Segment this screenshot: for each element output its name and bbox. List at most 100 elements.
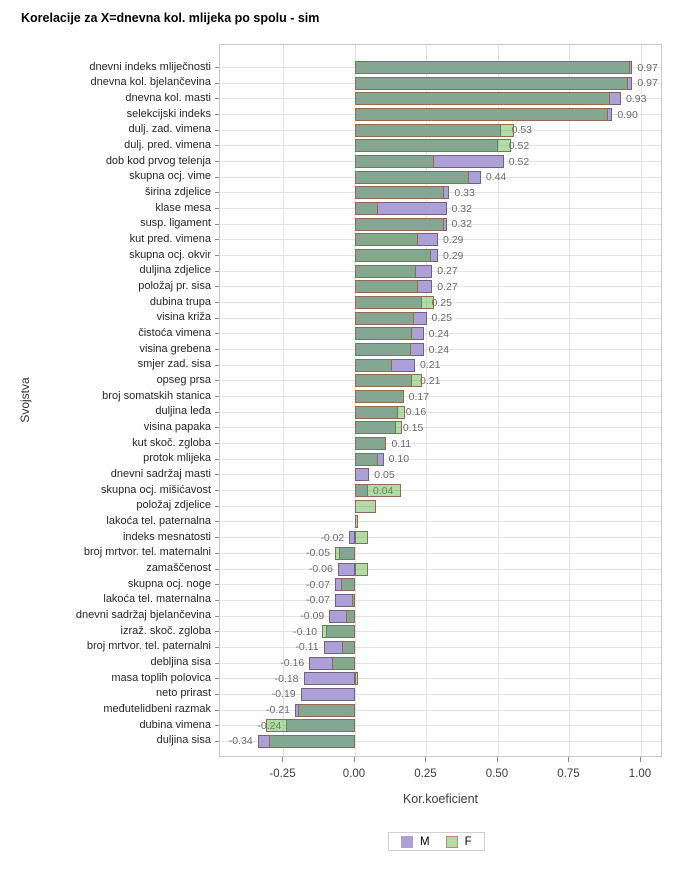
y-tick [215, 552, 219, 554]
value-label: 0.29 [442, 233, 464, 246]
bar-f [355, 296, 434, 310]
h-gridline [220, 317, 661, 319]
x-tick [639, 757, 641, 762]
f-bars-layer [220, 45, 661, 756]
bar-f [355, 358, 393, 372]
bar-m [303, 672, 355, 686]
v-gridline [283, 45, 284, 756]
bar-f [297, 703, 355, 717]
y-tick [215, 411, 219, 413]
value-label: 0.21 [420, 359, 441, 372]
category-label: duljina leđa [155, 405, 211, 418]
h-gridline [220, 239, 661, 241]
category-label: lakoća tel. maternalna [103, 593, 211, 606]
value-label: 0.16 [405, 406, 427, 419]
h-gridline [220, 411, 661, 413]
bar-f [352, 593, 355, 607]
y-tick [215, 631, 219, 633]
bar-f [355, 264, 417, 278]
category-label: broj somatskih stanica [102, 389, 211, 402]
category-label: klase mesa [155, 201, 211, 214]
h-gridline [220, 302, 661, 304]
legend-swatch-f [445, 835, 458, 848]
x-axis: -0.25 0.00 0.25 0.50 0.75 1.00 [219, 757, 662, 789]
y-tick [215, 176, 219, 178]
bar-f [355, 170, 470, 184]
y-tick [215, 443, 219, 445]
value-label: 0.32 [451, 202, 472, 215]
y-tick [215, 458, 219, 460]
category-label: dulj. zad. vimena [128, 123, 211, 136]
category-label: indeks mesnatosti [122, 530, 211, 543]
bar-f [355, 139, 511, 153]
value-label: 0.44 [485, 171, 507, 184]
bar-f [355, 390, 404, 404]
value-label: 0.11 [391, 437, 412, 450]
value-label: -0.34 [228, 735, 253, 748]
x-axis-title: Kor.koeficient [402, 792, 479, 806]
h-gridline [220, 537, 661, 539]
y-tick [215, 693, 219, 695]
value-label: -0.24 [257, 719, 282, 732]
y-tick [215, 286, 219, 288]
category-label: širina zdjelice [144, 185, 211, 198]
h-gridline [220, 286, 661, 288]
x-tick [282, 757, 283, 762]
x-tick-label: 0.25 [414, 768, 437, 780]
bar-f [355, 123, 514, 137]
y-tick [215, 396, 219, 398]
v-gridline [497, 45, 499, 756]
h-gridline [220, 364, 661, 366]
category-label: skupna ocj. mišićavost [100, 483, 211, 496]
category-label: neto prirast [155, 687, 211, 700]
category-label: lakoća tel. paternalna [106, 514, 211, 527]
h-gridline [220, 599, 661, 601]
bar-f [355, 499, 377, 513]
h-gridline [220, 584, 661, 586]
value-label: 0.25 [431, 296, 452, 309]
value-label: -0.07 [306, 594, 330, 607]
value-label: 0.90 [617, 108, 638, 121]
x-tick [496, 757, 498, 762]
y-tick [215, 490, 219, 492]
legend-label-m: M [420, 835, 430, 848]
bar-f [355, 672, 358, 686]
value-label: 0.25 [431, 312, 452, 325]
y-tick [215, 255, 219, 257]
plot-area: 0.97 0.97 0.93 0.90 0.53 0.52 0.52 0.44 0.33 0.32… [215, 44, 662, 757]
category-label: masa toplih polovica [111, 671, 211, 684]
value-label: -0.07 [306, 578, 330, 591]
y-tick [215, 678, 219, 680]
bar-f [355, 217, 444, 231]
value-label: -0.05 [306, 547, 330, 560]
bar-f [355, 76, 629, 90]
bar-f [355, 405, 406, 419]
v-gridline [640, 45, 642, 756]
y-tick [215, 474, 219, 476]
h-gridline [220, 662, 661, 664]
value-label: 0.24 [428, 343, 450, 356]
h-gridline [220, 709, 661, 711]
bar-m [349, 531, 355, 545]
category-label: protok mlijeka [143, 452, 211, 465]
category-label: selekcijski indeks [126, 107, 211, 120]
y-tick [215, 505, 219, 507]
value-label: -0.06 [308, 563, 333, 575]
bar-f [322, 625, 355, 639]
value-label: 0.24 [428, 327, 450, 340]
category-label: dob kod prvog telenja [105, 154, 211, 167]
category-label: međutelidbeni razmak [103, 703, 211, 716]
h-gridline [220, 505, 661, 507]
category-label: čistoća vimena [138, 326, 211, 339]
y-tick [215, 521, 219, 523]
h-gridline [220, 443, 661, 445]
y-tick [215, 725, 219, 727]
h-gridline [220, 458, 661, 460]
h-gridline [220, 255, 661, 257]
category-label: smjer zad. sisa [137, 358, 211, 371]
h-gridline [220, 725, 661, 727]
bar-m [300, 687, 355, 701]
category-label: dnevni sadržaj bjelančevina [75, 609, 211, 622]
category-label: visina papaka [143, 420, 211, 433]
